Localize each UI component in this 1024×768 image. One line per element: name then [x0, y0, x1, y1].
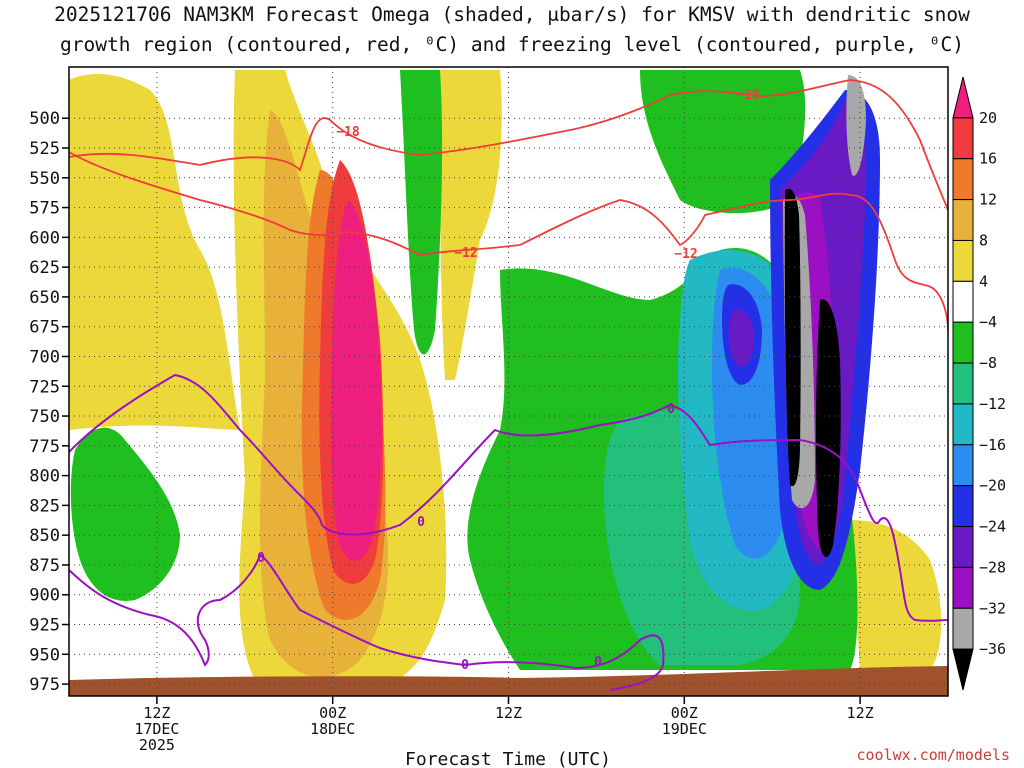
dgz-contour-label: −18 [336, 125, 360, 140]
colorbar-label: 16 [979, 150, 997, 168]
colorbar-swatch [952, 485, 974, 528]
dgz-contour-label: −18 [736, 88, 760, 103]
freezing-level-contour-label: 0 [461, 658, 469, 673]
dgz-contour-label: −12 [674, 247, 697, 262]
colorbar-label: −24 [979, 518, 1006, 536]
y-tick-label: 975 [29, 675, 60, 695]
y-tick-label: 750 [29, 407, 60, 427]
colorbar-label: −8 [979, 354, 997, 372]
colorbar-swatch [952, 648, 974, 691]
y-tick-label: 825 [29, 496, 60, 516]
y-tick-label: 550 [29, 169, 60, 189]
y-tick-label: 925 [29, 616, 60, 636]
y-tick-label: 775 [29, 437, 60, 457]
colorbar-label: −20 [979, 477, 1006, 495]
x-tick-label: 12Z [847, 704, 874, 722]
y-tick-label: 525 [29, 139, 60, 159]
colorbar-label: 8 [979, 231, 988, 249]
plot-frame [68, 66, 949, 697]
freezing-level-contour-label: 0 [417, 515, 425, 530]
x-tick-label: 00Z [671, 704, 698, 722]
y-tick-label: 650 [29, 288, 60, 308]
dgz-contour-minus12 [69, 151, 948, 331]
omega-shading [69, 70, 948, 696]
x-tick-label: 00Z [319, 704, 346, 722]
x-tick-label: 12Z [143, 704, 170, 722]
y-tick-label: 950 [29, 645, 60, 665]
freezing-level-contour-label: 0 [667, 402, 675, 417]
omega-region-sink-28-left [728, 309, 754, 367]
omega-region-weak-sink-top [640, 70, 806, 214]
y-tick-label: 675 [29, 318, 60, 338]
y-tick-label: 850 [29, 526, 60, 546]
x-tick-label: 17DEC [134, 720, 179, 738]
colorbar: 20 16 12 8 4 −4 −8 −12 −16 −20 −24 −28 −32 −36 [952, 76, 1006, 691]
dgz-contour-label: −12 [454, 246, 477, 261]
x-axis-title: Forecast Time (UTC) [405, 749, 611, 768]
freezing-level-contour-label: 0 [257, 551, 265, 566]
freezing-level-contour-label: 0 [594, 655, 602, 670]
colorbar-swatch [952, 239, 974, 282]
colorbar-swatch [952, 362, 974, 405]
colorbar-swatch [952, 321, 974, 364]
x-tick-label: 18DEC [310, 720, 355, 738]
colorbar-label: −4 [979, 313, 997, 331]
colorbar-label: 20 [979, 109, 997, 127]
y-tick-label: 875 [29, 556, 60, 576]
omega-region-sink-36-gray [783, 75, 866, 509]
omega-region-weak-rise-right [850, 520, 942, 670]
freezing-level-contour-lower [69, 553, 665, 691]
colorbar-swatch [952, 117, 974, 160]
x-tick-label: 12Z [495, 704, 522, 722]
colorbar-swatch [952, 566, 974, 609]
omega-region-sink-extreme-black [784, 188, 841, 557]
x-tick-label: 2025 [139, 736, 175, 754]
omega-region-weak-rise-left [69, 74, 240, 430]
y-tick-label: 725 [29, 377, 60, 397]
y-tick-label: 900 [29, 586, 60, 606]
colorbar-label: −12 [979, 395, 1006, 413]
colorbar-swatch [952, 526, 974, 568]
chart-title-line1: 2025121706 NAM3KM Forecast Omega (shaded… [54, 3, 970, 26]
y-tick-label: 700 [29, 347, 60, 367]
colorbar-swatch [952, 158, 974, 201]
chart-grid [62, 67, 948, 704]
omega-region-weak-sink-upper [400, 70, 443, 355]
colorbar-label: 12 [979, 191, 997, 209]
colorbar-swatch [952, 444, 974, 487]
freezing-level-contour-upper [69, 373, 948, 622]
colorbar-label: −32 [979, 599, 1006, 617]
colorbar-label: −28 [979, 558, 1006, 576]
y-tick-label: 800 [29, 467, 60, 487]
omega-region-weak-rise-mid [440, 70, 502, 380]
chart-title-line2: growth region (contoured, red, ⁰C) and f… [60, 33, 964, 56]
colorbar-swatch [952, 607, 974, 650]
terrain-surface [69, 666, 948, 696]
omega-region-extreme-rise [330, 200, 382, 561]
y-tick-label: 625 [29, 258, 60, 278]
colorbar-swatch [952, 403, 974, 446]
y-tick-label: 600 [29, 228, 60, 248]
dgz-contour-minus18 [69, 79, 948, 211]
colorbar-label: −36 [979, 640, 1006, 658]
x-tick-label: 19DEC [662, 720, 707, 738]
colorbar-label: −16 [979, 436, 1006, 454]
colorbar-swatch [952, 280, 974, 323]
source-credit: coolwx.com/models [856, 746, 1010, 764]
omega-region-weak-rise-upper-left [69, 298, 150, 370]
omega-region-weak-sink-left [70, 427, 180, 601]
colorbar-label: 4 [979, 272, 988, 290]
y-tick-label: 500 [29, 109, 60, 129]
y-tick-label: 575 [29, 199, 60, 219]
colorbar-swatch [952, 199, 974, 241]
colorbar-swatch [952, 76, 974, 119]
